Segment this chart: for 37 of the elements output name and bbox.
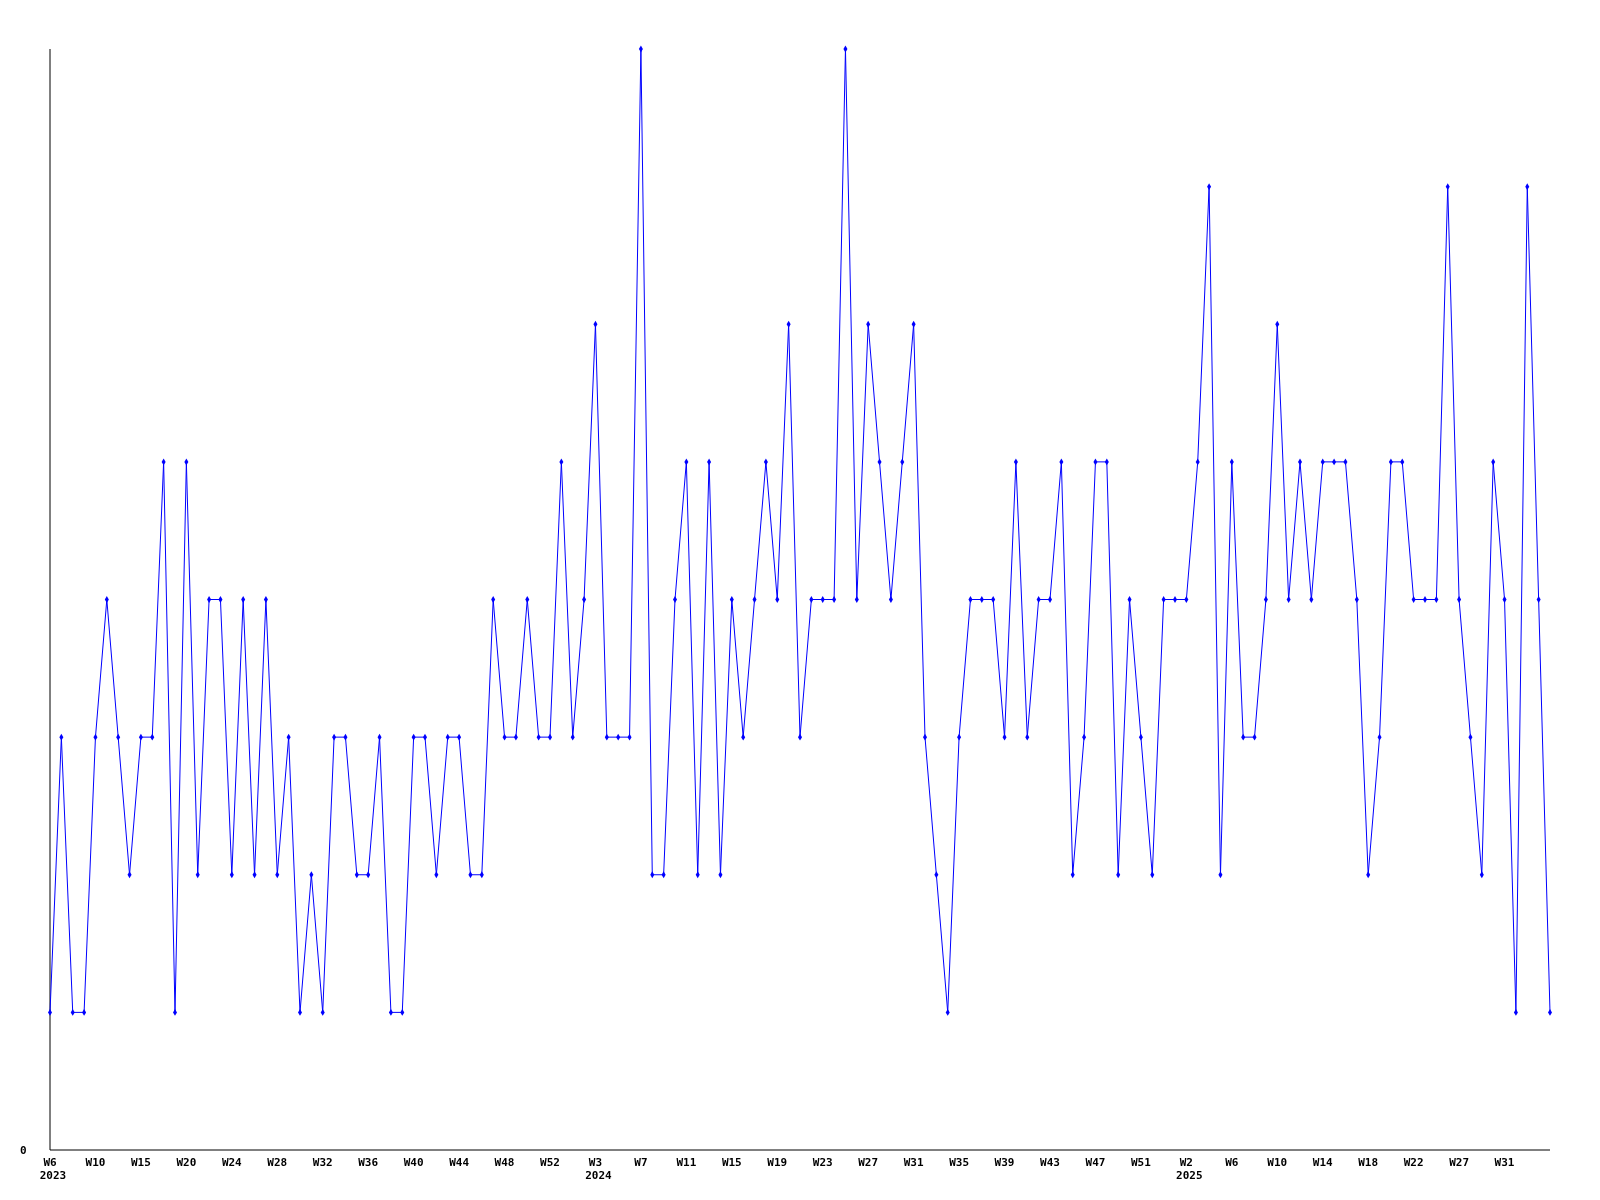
- x-tick-label: W27: [858, 1156, 879, 1169]
- x-tick-label: W32: [312, 1156, 333, 1169]
- x-tick-label: W23: [812, 1156, 833, 1169]
- x-tick-label: W52: [540, 1156, 560, 1169]
- text: 2025: [1176, 1169, 1203, 1182]
- x-tick-label: W48: [494, 1156, 515, 1169]
- x-tick-label: W36: [358, 1156, 379, 1169]
- x-tick-label: W2: [1179, 1156, 1193, 1169]
- text: 0: [20, 1144, 27, 1157]
- x-tick-label: W20: [176, 1156, 197, 1169]
- x-tick-label: W6: [1225, 1156, 1239, 1169]
- x-tick-label: W44: [449, 1156, 470, 1169]
- x-tick-label: W27: [1449, 1156, 1470, 1169]
- x-tick-label: W24: [221, 1156, 243, 1169]
- x-tick-label: W22: [1403, 1156, 1424, 1169]
- x-tick-label: W31: [903, 1156, 924, 1169]
- x-tick-label: W10: [85, 1156, 106, 1169]
- x-tick-label: W18: [1358, 1156, 1379, 1169]
- x-tick-label: W43: [1040, 1156, 1060, 1169]
- x-tick-label: W7: [634, 1156, 648, 1169]
- x-tick-label: W51: [1130, 1156, 1152, 1169]
- text: 2024: [585, 1169, 613, 1182]
- text: 2023: [39, 1169, 67, 1182]
- x-tick-label: W47: [1085, 1156, 1106, 1169]
- x-tick-label: W15: [130, 1156, 151, 1169]
- x-tick-label: W15: [721, 1156, 742, 1169]
- x-tick-label: W14: [1312, 1156, 1334, 1169]
- x-tick-label: W3: [588, 1156, 603, 1169]
- x-tick-label: W11: [676, 1156, 697, 1169]
- x-tick-label: W31: [1494, 1156, 1515, 1169]
- x-tick-label: W19: [767, 1156, 788, 1169]
- x-tick-label: W10: [1267, 1156, 1288, 1169]
- x-tick-label: W6: [43, 1156, 57, 1169]
- x-tick-label: W28: [267, 1156, 288, 1169]
- x-tick-label: W39: [994, 1156, 1015, 1169]
- x-tick-label: W40: [403, 1156, 424, 1169]
- x-tick-label: W35: [949, 1156, 970, 1169]
